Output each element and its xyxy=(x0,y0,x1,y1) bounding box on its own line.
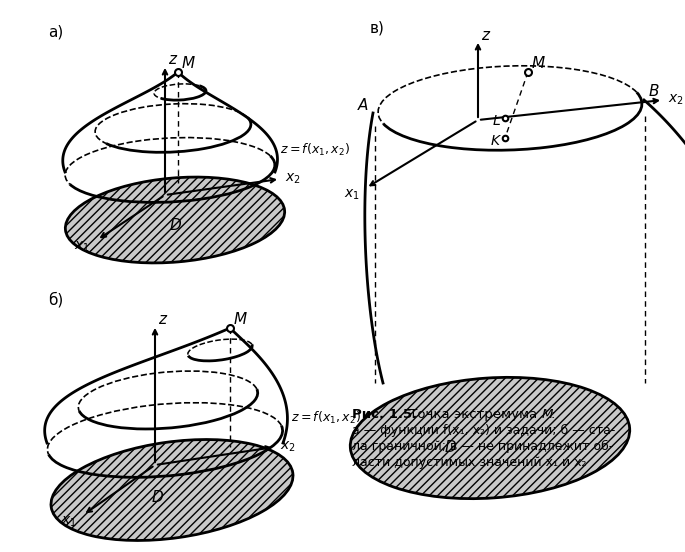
Text: в): в) xyxy=(370,20,385,35)
Text: б): б) xyxy=(48,292,63,308)
Ellipse shape xyxy=(65,177,285,263)
Ellipse shape xyxy=(350,378,630,498)
Text: $x_1$: $x_1$ xyxy=(74,240,90,254)
Text: L: L xyxy=(493,114,500,128)
Text: $z=f(x_1, x_2)$: $z=f(x_1, x_2)$ xyxy=(291,410,361,426)
Text: ласти допустимых значений x₁ и x₂: ласти допустимых значений x₁ и x₂ xyxy=(352,456,586,469)
Text: $x_2$: $x_2$ xyxy=(668,93,684,107)
Text: D: D xyxy=(445,440,457,455)
Text: M: M xyxy=(542,408,553,421)
Text: A: A xyxy=(358,98,368,113)
Text: D: D xyxy=(152,491,164,506)
Text: $x_2$: $x_2$ xyxy=(285,172,301,186)
Text: K: K xyxy=(491,134,500,148)
Text: Точка экстремума: Точка экстремума xyxy=(405,408,542,421)
Text: a — функции f(x₁, x₂) и задачи; б — ста-: a — функции f(x₁, x₂) и задачи; б — ста- xyxy=(352,424,615,437)
Text: $x_1$: $x_1$ xyxy=(61,515,77,529)
Text: D: D xyxy=(170,217,182,232)
Text: M: M xyxy=(532,56,545,72)
Text: а): а) xyxy=(48,24,63,40)
Text: M: M xyxy=(234,312,247,327)
Text: M: M xyxy=(182,56,195,72)
Ellipse shape xyxy=(51,439,293,540)
Text: z: z xyxy=(168,52,176,67)
Text: :: : xyxy=(551,408,556,421)
Text: ла граничной; в — не принадлежит об-: ла граничной; в — не принадлежит об- xyxy=(352,440,613,453)
Text: $x_2$: $x_2$ xyxy=(280,440,296,454)
Text: B: B xyxy=(649,84,660,99)
Text: z: z xyxy=(481,28,489,43)
Text: z: z xyxy=(158,312,166,327)
Text: $x_1$: $x_1$ xyxy=(344,188,360,202)
Text: $z=f(x_1, x_2)$: $z=f(x_1, x_2)$ xyxy=(280,142,350,158)
Text: Рис. 1.5.: Рис. 1.5. xyxy=(352,408,417,421)
